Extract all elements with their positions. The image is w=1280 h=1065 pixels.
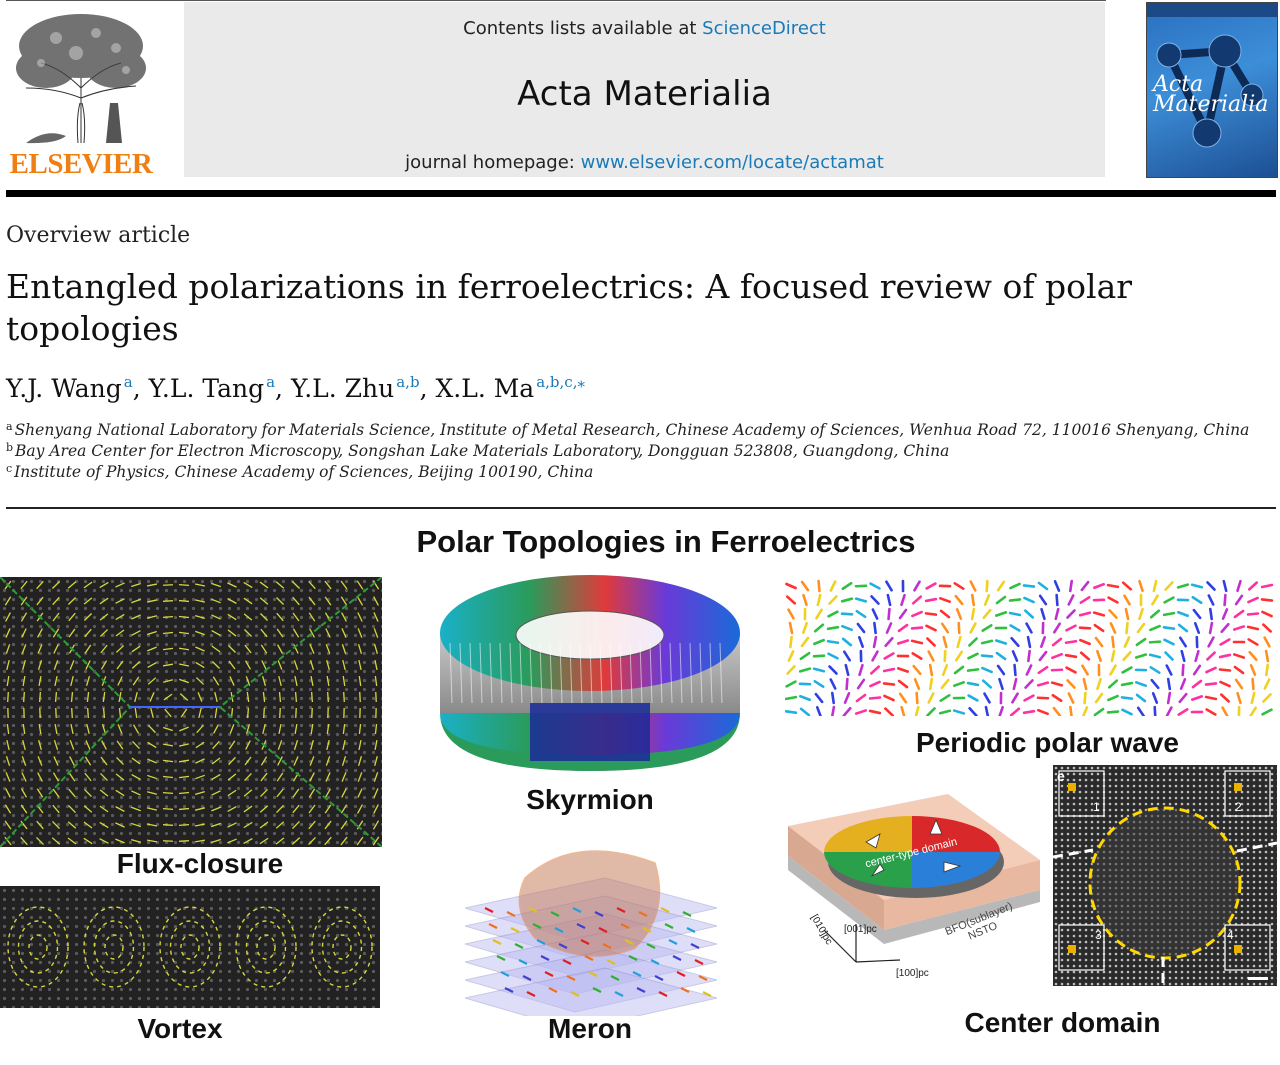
- affiliation-text: Shenyang National Laboratory for Materia…: [14, 421, 1250, 439]
- homepage-link[interactable]: www.elsevier.com/locate/actamat: [580, 152, 884, 173]
- panel-letter: e: [1057, 768, 1065, 784]
- skyrmion-caption: Skyrmion: [526, 784, 654, 815]
- sciencedirect-link[interactable]: ScienceDirect: [702, 18, 826, 39]
- journal-cover-image[interactable]: Acta Materialia: [1146, 2, 1278, 178]
- periodic-polar-wave-image[interactable]: [785, 578, 1277, 716]
- article-title: Entangled polarizations in ferroelectric…: [6, 267, 1133, 348]
- corner-label: 3: [1095, 928, 1102, 942]
- corner-label: 1: [1093, 800, 1100, 814]
- axis-y-label: [010]pc: [808, 913, 834, 947]
- top-rule: [6, 0, 1106, 1]
- elsevier-tree-logo: [6, 8, 156, 148]
- cover-network-graphic: [1147, 3, 1277, 148]
- axis-z-label: [001]pc: [844, 924, 877, 935]
- affiliation-a: a Shenyang National Laboratory for Materi…: [6, 420, 1249, 439]
- author-name[interactable]: Y.J. Wang: [6, 374, 122, 403]
- center-domain-micrograph[interactable]: e 1 2 3 4: [1053, 765, 1277, 986]
- affiliation-key: a: [6, 420, 13, 433]
- section-rule: [6, 507, 1276, 509]
- corresponding-author-icon[interactable]: ⁎: [577, 373, 585, 391]
- affiliation-text: Bay Area Center for Electron Microscopy,…: [15, 442, 950, 460]
- skyrmion-image[interactable]: [430, 563, 750, 785]
- author-affil-mark[interactable]: a: [266, 373, 276, 391]
- author-name[interactable]: X.L. Ma: [435, 374, 535, 403]
- affiliation-key: b: [6, 441, 14, 454]
- affiliation-c: c Institute of Physics, Chinese Academy o…: [6, 462, 593, 481]
- author-affil-mark[interactable]: a: [123, 373, 133, 391]
- journal-masthead: Contents lists available at ScienceDirec…: [184, 2, 1105, 177]
- header-rule: [6, 190, 1276, 197]
- meron-caption: Meron: [548, 1013, 632, 1044]
- elsevier-wordmark[interactable]: ELSEVIER: [9, 148, 153, 180]
- author-name[interactable]: Y.L. Zhu: [290, 374, 395, 403]
- author-affil-mark[interactable]: a,b,c,⁎: [536, 373, 585, 391]
- author-list: Y.J. Wang a, Y.L. Tang a, Y.L. Zhu a,b, X.L…: [6, 373, 585, 403]
- affiliation-b: b Bay Area Center for Electron Microscopy…: [6, 441, 949, 460]
- periodic-wave-caption: Periodic polar wave: [916, 727, 1179, 758]
- corner-label: 2: [1235, 800, 1242, 814]
- meron-image[interactable]: [455, 838, 725, 1016]
- vortex-caption: Vortex: [137, 1013, 223, 1044]
- affiliation-key: c: [6, 462, 13, 475]
- center-domain-caption: Center domain: [964, 1007, 1161, 1038]
- center-domain-schematic[interactable]: center-type domain BFO(sublayer) NSTO [1…: [784, 790, 1044, 985]
- graphical-abstract-title: Polar Topologies in Ferroelectrics: [416, 524, 916, 559]
- affiliation-text: Institute of Physics, Chinese Academy of…: [14, 463, 594, 481]
- contents-line: Contents lists available at ScienceDirec…: [184, 18, 1105, 39]
- journal-title: Acta Materialia: [517, 74, 772, 114]
- author-affil-mark[interactable]: a,b: [396, 373, 420, 391]
- axis-x-label: [100]pc: [896, 968, 929, 979]
- contents-prefix: Contents lists available at: [463, 18, 703, 39]
- flux-closure-image[interactable]: [0, 577, 382, 847]
- cover-title: Acta Materialia: [1153, 72, 1269, 117]
- homepage-line: journal homepage: www.elsevier.com/locat…: [184, 152, 1105, 173]
- corner-label: 4: [1227, 928, 1234, 942]
- flux-closure-caption: Flux-closure: [116, 848, 284, 879]
- vortex-image[interactable]: [0, 886, 380, 1008]
- article-type: Overview article: [6, 223, 191, 248]
- homepage-prefix: journal homepage:: [405, 152, 581, 173]
- author-name[interactable]: Y.L. Tang: [148, 374, 265, 403]
